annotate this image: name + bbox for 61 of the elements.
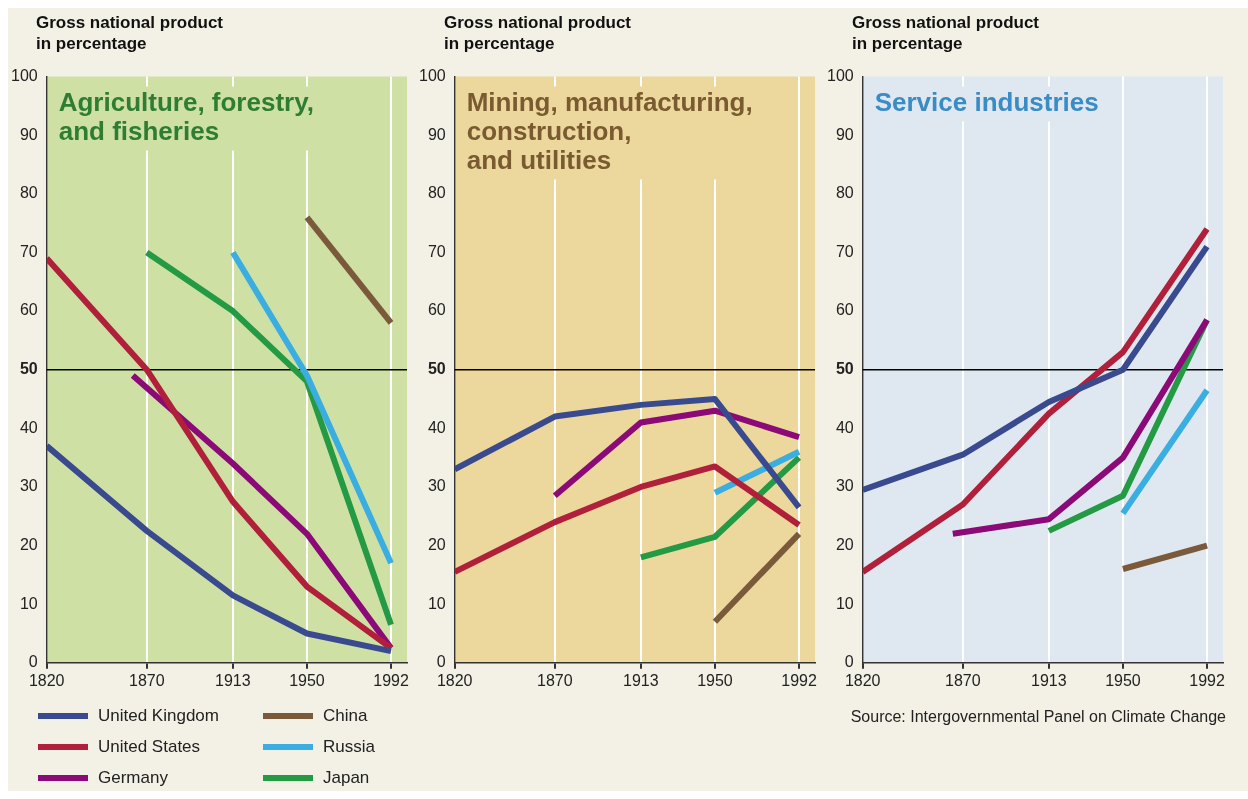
chart-title: Service industries [874, 86, 1099, 117]
x-tick-label: 1870 [536, 671, 573, 689]
y-axis-title: Gross national product in percentage [851, 12, 1041, 55]
legend-label: China [322, 705, 368, 726]
y-tick-label: 40 [427, 418, 446, 436]
legend-label: Japan [322, 767, 370, 788]
legend-label: United Kingdom [98, 705, 219, 726]
y-tick-label: 100 [418, 67, 446, 85]
x-tick-label: 1950 [697, 671, 733, 689]
y-tick-label: 60 [427, 301, 446, 319]
x-tick-label: 1992 [1189, 671, 1225, 689]
x-tick-label: 1992 [781, 671, 817, 689]
y-tick-label: 80 [835, 184, 854, 202]
x-tick-label: 1913 [215, 671, 251, 689]
y-tick-label: 80 [427, 184, 446, 202]
y-tick-label: 20 [427, 535, 446, 553]
y-tick-label: 60 [835, 301, 854, 319]
x-tick-label: 1950 [289, 671, 325, 689]
y-tick-label: 80 [19, 184, 38, 202]
y-tick-label: 10 [19, 594, 38, 612]
legend-label: Russia [322, 736, 375, 757]
y-tick-label: 40 [835, 418, 854, 436]
y-tick-label: 50 [835, 360, 854, 378]
y-tick-label: 20 [835, 535, 854, 553]
y-tick-label: 20 [19, 535, 38, 553]
y-tick-label: 60 [19, 301, 38, 319]
y-tick-label: 40 [19, 418, 38, 436]
y-tick-label: 30 [19, 477, 38, 495]
x-tick-label: 1820 [844, 671, 881, 689]
y-tick-label: 90 [19, 125, 38, 143]
x-tick-label: 1870 [944, 671, 981, 689]
legend-label: Germany [98, 767, 168, 788]
text: Agriculture, forestry, and fisheries [58, 86, 314, 146]
y-tick-label: 70 [427, 242, 446, 260]
y-tick-label: 90 [427, 125, 446, 143]
legend-label: United States [98, 736, 201, 757]
y-tick-label: 0 [436, 653, 446, 671]
y-tick-label: 0 [844, 653, 854, 671]
x-tick-label: 1820 [436, 671, 473, 689]
x-tick-label: 1820 [28, 671, 65, 689]
y-tick-label: 30 [427, 477, 446, 495]
x-tick-label: 1913 [1031, 671, 1067, 689]
y-tick-label: 100 [826, 67, 854, 85]
x-tick-label: 1913 [623, 671, 659, 689]
y-tick-label: 70 [835, 242, 854, 260]
y-axis-title: Gross national product in percentage [35, 12, 225, 55]
x-tick-label: 1950 [1105, 671, 1141, 689]
x-tick-label: 1870 [128, 671, 165, 689]
x-tick-label: 1992 [373, 671, 409, 689]
y-tick-label: 100 [10, 67, 38, 85]
y-tick-label: 50 [427, 360, 446, 378]
y-tick-label: 50 [19, 360, 38, 378]
source-note: Source: Intergovernmental Panel on Climate Change [849, 707, 1227, 726]
text: Mining, manufacturing, construction, and utilities [466, 86, 753, 175]
y-tick-label: 30 [835, 477, 854, 495]
y-tick-label: 90 [835, 125, 854, 143]
y-tick-label: 0 [28, 653, 38, 671]
y-tick-label: 10 [835, 594, 854, 612]
y-tick-label: 70 [19, 242, 38, 260]
y-tick-label: 10 [427, 594, 446, 612]
y-axis-title: Gross national product in percentage [443, 12, 633, 55]
